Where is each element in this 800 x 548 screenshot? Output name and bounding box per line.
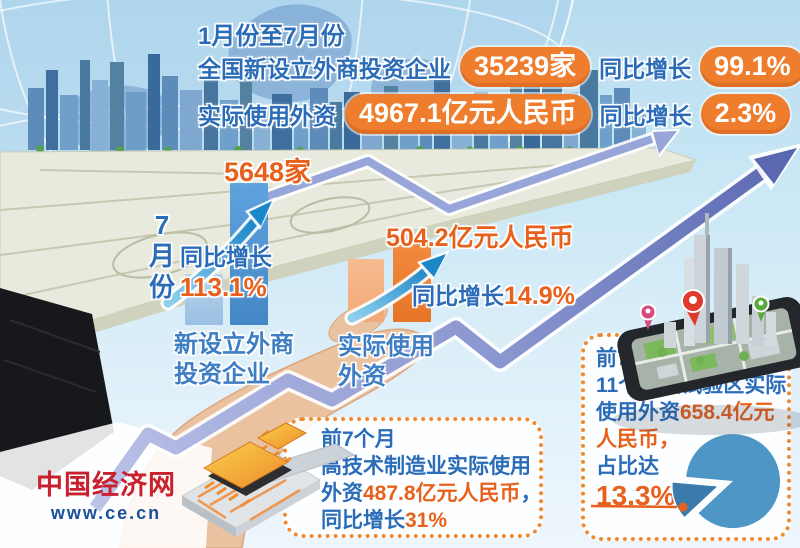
ftz-line4: 人民币，	[596, 428, 680, 451]
pie-main-slice	[686, 434, 781, 529]
logo-url: www.ce.cn	[50, 503, 162, 523]
row2-growth-label: 同比增长	[599, 103, 692, 129]
bar-fdi-prev	[348, 259, 384, 322]
header-row-enterprises: 全国新设立外商投资企业 35239家 同比增长 99.1%	[198, 46, 800, 88]
fdi-value: 504.2亿元人民币	[386, 224, 574, 252]
trend-arrow-small	[245, 129, 681, 216]
hightech-line3: 外资487.8亿元人民币，	[321, 482, 542, 505]
ftz-line3: 使用外资658.4亿元	[596, 401, 775, 424]
hightech-manufacturing-box: 前7个月 高技术制造业实际使用 外资487.8亿元人民币， 同比增长31%	[283, 417, 543, 538]
hightech-line2: 高技术制造业实际使用	[321, 455, 531, 478]
fdi-growth: 同比增长14.9%	[412, 282, 575, 310]
period-title: 1月份至7月份	[198, 23, 345, 50]
growth-zigzag-arrow	[85, 143, 800, 518]
enterprises-name: 新设立外商 投资企业	[174, 331, 294, 388]
row1-label: 全国新设立外商投资企业	[198, 56, 451, 82]
july-month-label: 7月份	[148, 210, 175, 302]
fdi-name: 实际使用 外资	[338, 333, 434, 390]
enterprises-growth: 同比增长 113.1%	[180, 244, 272, 302]
row2-label: 实际使用外资	[198, 103, 336, 129]
row1-growth-label: 同比增长	[599, 56, 692, 82]
hightech-line1: 前7个月	[321, 428, 396, 451]
ftz-line2: 11个自贸试验区实际	[596, 374, 787, 397]
pie-chart	[671, 434, 781, 529]
ftz-line5: 占比达	[596, 455, 659, 478]
enterprises-value: 5648家	[224, 157, 312, 187]
row2-value-badge: 4967.1亿元人民币	[345, 94, 591, 134]
free-trade-zone-box: 前7个月 11个自贸试验区实际 使用外资658.4亿元 人民币， 占比达 13.…	[581, 333, 791, 541]
row1-value-badge: 35239家	[460, 47, 591, 87]
header-row-fdi: 实际使用外资 4967.1亿元人民币 同比增长 2.3%	[198, 93, 791, 135]
hightech-line4: 同比增长31%	[321, 509, 448, 532]
leader-line	[590, 502, 688, 512]
ftz-line1: 前7个月	[596, 347, 671, 370]
site-logo: 中国经济网 www.ce.cn	[26, 463, 186, 524]
row1-growth-badge: 99.1%	[700, 47, 800, 87]
row2-growth-badge: 2.3%	[700, 94, 791, 134]
logo-name: 中国经济网	[36, 470, 176, 500]
